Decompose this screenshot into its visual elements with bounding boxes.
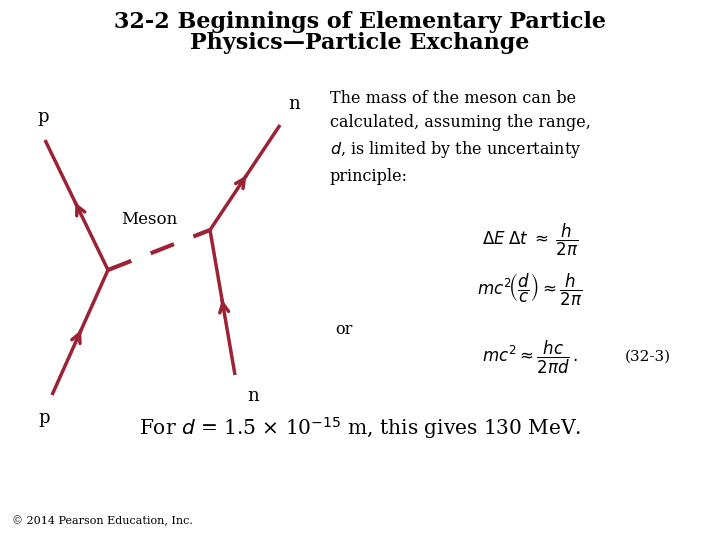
Text: © 2014 Pearson Education, Inc.: © 2014 Pearson Education, Inc. bbox=[12, 516, 193, 526]
Text: For $d$ = 1.5 $\times$ 10$^{-15}$ m, this gives 130 MeV.: For $d$ = 1.5 $\times$ 10$^{-15}$ m, thi… bbox=[139, 415, 581, 441]
Text: $mc^2\!\left(\dfrac{d}{c}\right) \approx \dfrac{h}{2\pi}$: $mc^2\!\left(\dfrac{d}{c}\right) \approx… bbox=[477, 272, 582, 308]
Text: or: or bbox=[335, 321, 352, 339]
Text: Meson: Meson bbox=[121, 211, 177, 228]
Text: p: p bbox=[37, 108, 49, 126]
Text: n: n bbox=[247, 387, 259, 405]
Text: The mass of the meson can be
calculated, assuming the range,
$d$, is limited by : The mass of the meson can be calculated,… bbox=[330, 90, 591, 185]
Text: $\Delta E\;\Delta t \;\approx\; \dfrac{h}{2\pi}$: $\Delta E\;\Delta t \;\approx\; \dfrac{h… bbox=[482, 222, 578, 258]
Text: n: n bbox=[288, 95, 300, 113]
Text: $mc^2 \approx \dfrac{hc}{2\pi d}\,.$: $mc^2 \approx \dfrac{hc}{2\pi d}\,.$ bbox=[482, 339, 578, 376]
Text: p: p bbox=[38, 409, 50, 427]
Text: Physics—Particle Exchange: Physics—Particle Exchange bbox=[190, 32, 530, 54]
Text: 32-2 Beginnings of Elementary Particle: 32-2 Beginnings of Elementary Particle bbox=[114, 11, 606, 33]
Text: (32-3): (32-3) bbox=[625, 350, 671, 364]
